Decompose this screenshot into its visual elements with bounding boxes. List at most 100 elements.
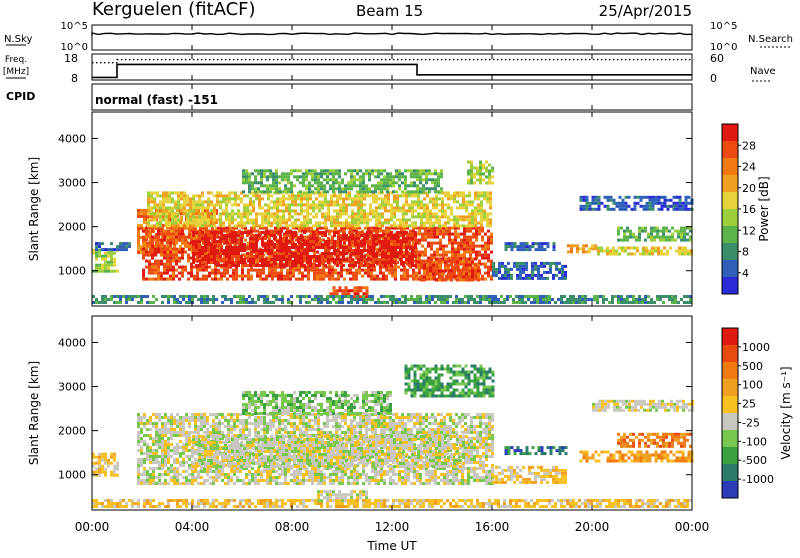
power-cell bbox=[231, 215, 234, 218]
power-cell bbox=[392, 184, 395, 187]
power-cell bbox=[360, 289, 363, 292]
power-cell bbox=[324, 224, 327, 227]
power-cell bbox=[198, 221, 201, 224]
power-cell bbox=[491, 170, 494, 173]
power-cell bbox=[668, 230, 671, 233]
power-cell bbox=[342, 252, 345, 255]
power-cell bbox=[370, 227, 373, 230]
power-cell bbox=[510, 274, 513, 277]
power-cell bbox=[243, 261, 246, 264]
power-cell bbox=[429, 209, 432, 212]
power-cell bbox=[254, 169, 257, 172]
power-cell bbox=[288, 218, 291, 221]
power-cell bbox=[350, 184, 353, 187]
power-cell bbox=[163, 257, 166, 260]
power-cell bbox=[674, 239, 677, 242]
power-cell bbox=[276, 218, 279, 221]
power-cell bbox=[477, 206, 480, 209]
power-cell bbox=[245, 178, 248, 181]
power-cell bbox=[342, 231, 345, 234]
power-cell bbox=[390, 261, 393, 264]
power-cell bbox=[204, 200, 207, 203]
power-cell bbox=[214, 275, 217, 278]
power-cell bbox=[419, 169, 422, 172]
power-cell bbox=[366, 292, 369, 295]
power-cell bbox=[280, 278, 283, 281]
power-cell bbox=[360, 286, 363, 289]
power-cell bbox=[272, 175, 275, 178]
power-cell bbox=[650, 227, 653, 230]
power-cell bbox=[339, 258, 342, 261]
power-cell bbox=[354, 292, 357, 295]
power-cell bbox=[643, 208, 646, 211]
power-cell bbox=[288, 197, 291, 200]
power-cell bbox=[650, 236, 653, 239]
power-cell bbox=[244, 239, 247, 242]
power-cell bbox=[316, 278, 319, 281]
power-cell bbox=[252, 258, 255, 261]
power-cell bbox=[321, 221, 324, 224]
power-cell bbox=[264, 203, 267, 206]
power-cell bbox=[107, 255, 110, 258]
power-cell bbox=[404, 184, 407, 187]
power-cell bbox=[675, 250, 678, 253]
power-cell bbox=[145, 248, 148, 251]
power-cell bbox=[321, 258, 324, 261]
power-cell bbox=[390, 246, 393, 249]
power-cell bbox=[275, 178, 278, 181]
power-cell bbox=[368, 298, 371, 301]
power-cell bbox=[192, 261, 195, 264]
power-cell bbox=[423, 197, 426, 200]
power-cell bbox=[357, 289, 360, 292]
power-cell bbox=[393, 243, 396, 246]
power-cell bbox=[395, 175, 398, 178]
power-cell bbox=[145, 254, 148, 257]
power-cell bbox=[151, 236, 154, 239]
power-cell bbox=[507, 271, 510, 274]
power-cell bbox=[459, 279, 462, 282]
power-cell bbox=[558, 268, 561, 271]
power-cell bbox=[335, 172, 338, 175]
power-cell bbox=[147, 191, 150, 194]
power-cell bbox=[183, 212, 186, 215]
power-cell bbox=[320, 298, 323, 301]
power-cell bbox=[419, 181, 422, 184]
power-cell bbox=[338, 169, 341, 172]
power-cell bbox=[617, 295, 620, 298]
power-cell bbox=[516, 277, 519, 280]
power-cell bbox=[464, 295, 467, 298]
power-cell bbox=[484, 251, 487, 254]
power-cell bbox=[175, 257, 178, 260]
power-cell bbox=[270, 249, 273, 252]
power-cell bbox=[427, 230, 430, 233]
power-cell bbox=[145, 230, 148, 233]
power-cell bbox=[338, 181, 341, 184]
power-cell bbox=[541, 242, 544, 245]
power-cell bbox=[286, 269, 289, 272]
power-cell bbox=[474, 212, 477, 215]
power-cell bbox=[284, 187, 287, 190]
power-cell bbox=[366, 215, 369, 218]
power-cell bbox=[387, 246, 390, 249]
power-cell bbox=[653, 236, 656, 239]
power-cell bbox=[489, 200, 492, 203]
power-cell bbox=[338, 175, 341, 178]
power-cell bbox=[258, 249, 261, 252]
power-cell bbox=[460, 248, 463, 251]
power-cell bbox=[425, 172, 428, 175]
power-cell bbox=[492, 271, 495, 274]
power-cell bbox=[303, 249, 306, 252]
power-cell bbox=[405, 200, 408, 203]
power-cell bbox=[180, 209, 183, 212]
power-cell bbox=[399, 206, 402, 209]
power-cell bbox=[192, 246, 195, 249]
power-cell bbox=[345, 292, 348, 295]
power-cell bbox=[464, 301, 467, 304]
power-cell bbox=[455, 301, 458, 304]
power-cell bbox=[308, 169, 311, 172]
power-cell bbox=[306, 194, 309, 197]
power-cell bbox=[418, 233, 421, 236]
power-cell bbox=[387, 261, 390, 264]
power-cell bbox=[328, 278, 331, 281]
power-cell bbox=[634, 202, 637, 205]
